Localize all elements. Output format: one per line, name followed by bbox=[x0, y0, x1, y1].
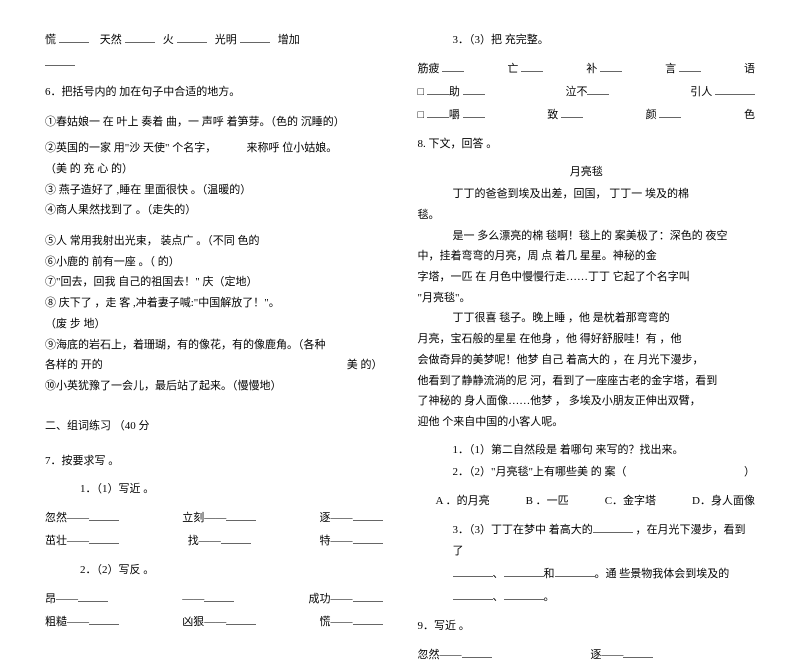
right-column: 3．（3）把 充完整。 筋疲 亡 补 言 语 □ 助 泣不 引人 □ 嚼 致 颜… bbox=[418, 30, 756, 668]
q6-8b: （废 步 地） bbox=[45, 315, 383, 334]
q9-row: 忽然—— 逐—— bbox=[418, 645, 756, 666]
story-title: 月亮毯 bbox=[418, 162, 756, 183]
q8-3: 3．（3）丁丁在梦中 着高大的 ，在月光下漫步，看到了 bbox=[418, 520, 756, 562]
q8-3c: 、。 bbox=[418, 587, 756, 608]
q7-2-row2: 粗糙—— 凶狠—— 慌—— bbox=[45, 612, 383, 633]
q6-7: ⑦"回去，回我 自己的祖国去！" 庆（定地） bbox=[45, 273, 383, 292]
q7-2-row1: 昂—— —— 成功—— bbox=[45, 589, 383, 610]
p1: 丁丁的爸爸到埃及出差，回国， 丁丁一 埃及的棉 bbox=[418, 185, 756, 204]
q6-9: ⑨海底的岩石上，着珊瑚，有的像花，有的像鹿角。（各种 bbox=[45, 336, 383, 355]
q6-3: ③ 燕子造好了 ,睡在 里面很快 。（温暖的） bbox=[45, 181, 383, 200]
fill-row-1: 筋疲 亡 补 言 语 bbox=[418, 59, 756, 80]
p2c: 字塔，一匹 在 月色中慢慢行走……丁丁 它起了个名字叫 bbox=[418, 268, 756, 287]
q7-title: 7．按要求写 。 bbox=[45, 451, 383, 472]
q6-4: ④商人果然找到了 。（走失的） bbox=[45, 201, 383, 220]
p3f: 迎他 个来自中国的小客人呢。 bbox=[418, 413, 756, 432]
q7-3-title: 3．（3）把 充完整。 bbox=[418, 30, 756, 51]
w3: 火 bbox=[163, 34, 174, 46]
q6-2c: （美 的 充 心 的） bbox=[45, 160, 383, 179]
q6-5: ⑤人 常用我射出光束， 装点广 。（不同 色的 bbox=[45, 232, 383, 251]
p3e: 了神秘的 身人面像……他梦 ， 多埃及小朋友正伸出双臂， bbox=[418, 392, 756, 411]
q7-2-title: 2．（2）写反 。 bbox=[45, 560, 383, 581]
w4: 光明 bbox=[215, 34, 237, 46]
q8-2: 2．（2）"月亮毯"上有哪些美 的 案（ ） bbox=[418, 462, 756, 483]
left-column: 慌 天然 火 光明 增加 6．把括号内的 加在句子中合适的地方。 ①春姑娘一 在… bbox=[45, 30, 383, 668]
w5: 增加 bbox=[278, 34, 300, 46]
q8-2-options: A ．的月亮 B ．一匹 C．金字塔 D．身人面像 bbox=[418, 491, 756, 512]
section-2-title: 二、组词练习 （40 分 bbox=[45, 416, 383, 437]
w1: 慌 bbox=[45, 34, 56, 46]
q8-1: 1．（1）第二自然段是 着哪句 来写的？找出来。 bbox=[418, 440, 756, 461]
q7-1-row2: 茁壮—— 找—— 特—— bbox=[45, 531, 383, 552]
q6-2: ②英国的一家 用"沙 天使" 个名字， 来称呼 位小姑娘。 bbox=[45, 139, 383, 158]
p2d: "月亮毯"。 bbox=[418, 289, 756, 308]
fill-row-2: □ 助 泣不 引人 bbox=[418, 82, 756, 103]
q6-9b: 各样的 开的 美 的） bbox=[45, 356, 383, 375]
q9-title: 9．写近 。 bbox=[418, 616, 756, 637]
q8-title: 8. 下文，回答 。 bbox=[418, 134, 756, 155]
q8-3b: 、和。通 些景物我体会到埃及的 bbox=[418, 564, 756, 585]
q6-10: ⑩小英犹豫了一会儿，最后站了起来。（慢慢地） bbox=[45, 377, 383, 396]
q6-title: 6．把括号内的 加在句子中合适的地方。 bbox=[45, 82, 383, 103]
p3c: 会做奇异的美梦呢！他梦 自己 着高大的 ，在 月光下漫步， bbox=[418, 351, 756, 370]
p1b: 毯。 bbox=[418, 206, 756, 225]
two-column-layout: 慌 天然 火 光明 增加 6．把括号内的 加在句子中合适的地方。 ①春姑娘一 在… bbox=[45, 30, 755, 668]
p3d: 他看到了静静流淌的尼 河，看到了一座座古老的金字塔，看到 bbox=[418, 372, 756, 391]
q6-8: ⑧ 庆下了 ，走 客 ,冲着妻子喊:"中国解放了！"。 bbox=[45, 294, 383, 313]
q6-6: ⑥小鹿的 前有一座 。（ 的） bbox=[45, 253, 383, 272]
p2b: 中，挂着弯弯的月亮，周 点 着几 星星。神秘的金 bbox=[418, 247, 756, 266]
p2: 是一 多么漂亮的棉 毯啊！毯上的 案美极了：深色的 夜空 bbox=[418, 227, 756, 246]
q6-1: ①春姑娘一 在 叶上 奏着 曲，一 声呼 着笋芽。（色的 沉睡的） bbox=[45, 113, 383, 132]
p3b: 月亮，宝石般的星星 在他身 ，他 得好舒服哇！有 ，他 bbox=[418, 330, 756, 349]
q7-1-title: 1．（1）写近 。 bbox=[45, 479, 383, 500]
p3: 丁丁很喜 毯子。晚上睡 ，他 是枕着那弯弯的 bbox=[418, 309, 756, 328]
w2: 天然 bbox=[100, 34, 122, 46]
top-fill-line: 慌 天然 火 光明 增加 bbox=[45, 30, 383, 51]
fill-row-3: □ 嚼 致 颜 色 bbox=[418, 105, 756, 126]
q7-1-row1: 忽然—— 立刻—— 逐—— bbox=[45, 508, 383, 529]
